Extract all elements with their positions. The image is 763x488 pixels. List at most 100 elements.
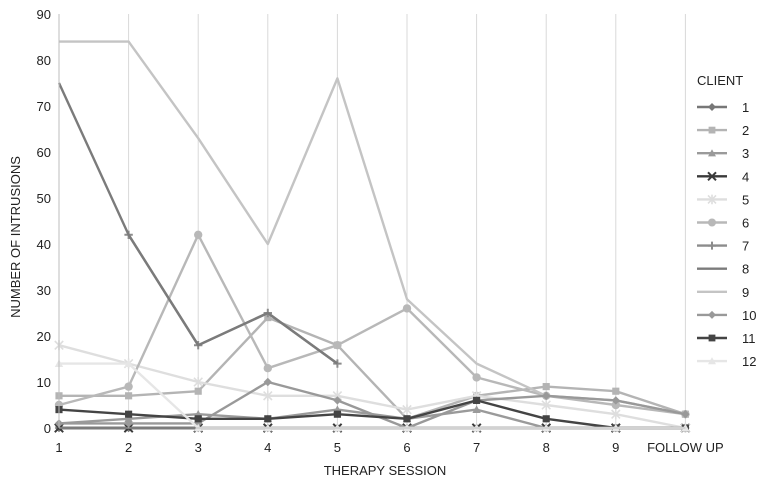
- data-point: [264, 314, 272, 322]
- y-tick-label: 80: [37, 53, 51, 68]
- y-tick-label: 50: [37, 191, 51, 206]
- legend-item-7: 7: [697, 239, 749, 254]
- series-line: [57, 82, 339, 365]
- data-point: [402, 304, 412, 313]
- data-point: [263, 390, 273, 401]
- data-point: [542, 383, 550, 391]
- legend-item-9: 9: [697, 285, 749, 300]
- data-point: [611, 396, 620, 405]
- legend-item-1: 1: [697, 100, 749, 115]
- legend-item-4: 4: [697, 169, 749, 184]
- y-axis-title: NUMBER OF INTRUSIONS: [8, 156, 23, 318]
- data-point: [194, 415, 202, 423]
- legend-label: 12: [742, 354, 756, 369]
- data-point: [125, 410, 133, 418]
- grid-layer: [128, 14, 686, 428]
- data-point: [611, 409, 621, 420]
- y-tick-label: 20: [37, 329, 51, 344]
- data-point: [707, 171, 717, 182]
- legend-label: 11: [742, 331, 756, 346]
- legend-label: 1: [742, 100, 749, 115]
- x-tick-label: 6: [403, 440, 410, 455]
- data-point: [124, 359, 133, 367]
- series-line: [58, 399, 686, 430]
- data-point: [541, 399, 551, 411]
- axis-layer: NUMBER OF INTRUSIONS THERAPY SESSION 0 10…: [8, 7, 724, 478]
- legend-item-3: 3: [697, 146, 749, 161]
- legend-label: 10: [742, 308, 756, 323]
- data-point: [473, 396, 481, 404]
- legend-item-11: 11: [697, 331, 756, 346]
- legend-label: 6: [742, 216, 749, 231]
- x-tick-label: 8: [543, 440, 550, 455]
- legend-item-2: 2: [697, 123, 749, 138]
- data-point: [124, 382, 133, 391]
- legend-item-10: 10: [697, 308, 756, 323]
- data-point: [194, 387, 202, 395]
- data-point: [124, 414, 133, 423]
- legend-label: 3: [742, 146, 749, 161]
- data-point: [194, 230, 203, 239]
- data-point: [708, 357, 716, 365]
- data-point: [708, 103, 716, 111]
- data-point: [707, 194, 717, 205]
- legend-label: 7: [742, 239, 749, 254]
- data-point: [612, 387, 620, 395]
- data-point: [708, 149, 716, 157]
- legend-label: 4: [742, 169, 749, 184]
- x-tick-label: 1: [55, 440, 62, 455]
- legend-item-6: 6: [697, 216, 749, 231]
- legend-item-8: 8: [697, 262, 749, 277]
- legend-title: CLIENT: [697, 73, 743, 88]
- data-point: [472, 373, 481, 382]
- y-tick-label: 40: [37, 237, 51, 252]
- data-point: [708, 218, 716, 227]
- data-point: [403, 415, 411, 423]
- data-point: [263, 377, 272, 387]
- y-tick-label: 60: [37, 145, 51, 160]
- data-point: [333, 341, 342, 350]
- x-tick-label: 9: [612, 440, 619, 455]
- data-point: [402, 404, 412, 415]
- series-line: [59, 380, 686, 430]
- y-tick-label: 30: [37, 283, 51, 298]
- x-tick-label: 4: [264, 440, 271, 455]
- legend-label: 2: [742, 123, 749, 138]
- y-tick-label: 10: [37, 375, 51, 390]
- legend-item-5: 5: [697, 192, 749, 207]
- data-point: [542, 391, 551, 400]
- data-point: [333, 410, 341, 418]
- data-point: [125, 392, 133, 400]
- y-tick-label: 0: [44, 421, 51, 436]
- series-line: [59, 40, 686, 416]
- series-layer: [54, 40, 691, 434]
- x-tick-label: FOLLOW UP: [647, 440, 724, 455]
- data-point: [193, 376, 203, 388]
- series-line: [59, 316, 686, 420]
- data-point: [681, 410, 690, 419]
- series-5: [54, 340, 691, 434]
- data-point: [708, 241, 716, 250]
- x-tick-label: 7: [473, 440, 480, 455]
- data-point: [263, 364, 272, 373]
- data-point: [708, 310, 716, 319]
- data-point: [333, 396, 342, 405]
- data-point: [611, 400, 620, 410]
- x-axis-title: THERAPY SESSION: [324, 463, 447, 478]
- data-point: [708, 334, 716, 342]
- data-point: [708, 126, 716, 134]
- series-9: [59, 40, 686, 416]
- legend-label: 9: [742, 285, 749, 300]
- x-tick-label: 3: [195, 440, 202, 455]
- x-tick-label: 5: [334, 440, 341, 455]
- y-tick-label: 90: [37, 7, 51, 22]
- series-8: [57, 82, 339, 365]
- x-tick-label: 2: [125, 440, 132, 455]
- legend-label: 8: [742, 262, 749, 277]
- legend-label: 5: [742, 192, 749, 207]
- data-point: [542, 415, 550, 423]
- data-point: [124, 419, 133, 428]
